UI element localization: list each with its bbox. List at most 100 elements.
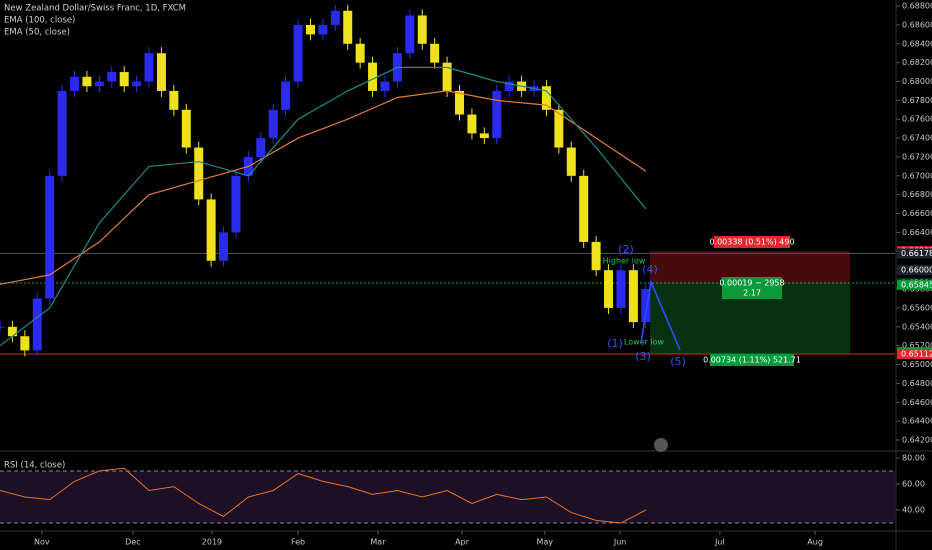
x-tick-label: Feb <box>291 538 305 547</box>
rsi-title: RSI (14, close) <box>4 461 65 471</box>
candle <box>430 43 440 63</box>
legend-entry: EMA (50, close) <box>4 28 70 38</box>
candle <box>94 81 104 87</box>
candle <box>455 90 465 115</box>
y-tick-label: 0.68000 <box>902 77 932 86</box>
y-tick-label: 0.64800 <box>902 379 932 388</box>
candle <box>194 147 204 200</box>
x-tick-label: Mar <box>370 538 386 547</box>
position-label-box <box>710 354 794 366</box>
position-label: 0.00734 (1.11%) 521.71 <box>703 356 801 365</box>
candle <box>579 175 589 242</box>
candle <box>467 114 477 134</box>
candle <box>256 138 266 157</box>
y-tick-label: 0.68800 <box>902 2 932 11</box>
y-tick-label: 0.64400 <box>902 417 932 426</box>
candle <box>355 43 365 63</box>
price-tag-label: 0.65845 <box>901 280 932 289</box>
price-tag <box>897 348 932 359</box>
x-tick-label: Jun <box>613 538 627 547</box>
rsi-y-tick-label: 80.00 <box>902 453 925 462</box>
x-tick-label: May <box>537 538 554 547</box>
y-tick-label: 0.66800 <box>902 190 932 199</box>
candle <box>107 72 117 82</box>
ema-line <box>0 90 647 285</box>
rsi-band <box>0 470 895 523</box>
candle <box>119 72 129 87</box>
candle <box>318 24 328 35</box>
candle <box>305 24 315 35</box>
wave-label: (3) <box>635 350 651 363</box>
candle <box>281 81 291 110</box>
candle <box>604 270 614 308</box>
position-label: 0.00019 − 2958 <box>719 279 784 288</box>
candle <box>330 10 340 25</box>
candle <box>504 81 514 91</box>
candle <box>628 270 638 323</box>
candle <box>144 53 154 82</box>
y-tick-label: 0.68200 <box>902 58 932 67</box>
rsi-y-tick-label: 40.00 <box>902 505 925 514</box>
position-label: 2.17 <box>743 289 761 298</box>
y-tick-label: 0.68600 <box>902 20 932 29</box>
candle <box>479 133 489 139</box>
rsi-line <box>0 467 647 524</box>
price-tag-label: 0.65112 <box>901 349 932 358</box>
candle <box>405 15 415 54</box>
chart-title: New Zealand Dollar/Swiss Franc, 1D, FXCM <box>4 4 186 14</box>
wave-label: (5) <box>670 355 686 368</box>
price-tag <box>897 265 932 276</box>
y-tick-label: 0.67600 <box>902 115 932 124</box>
x-tick-label: Nov <box>34 538 50 547</box>
y-tick-label: 0.65200 <box>902 341 932 350</box>
y-tick-label: 0.67400 <box>902 134 932 143</box>
candle <box>156 53 166 91</box>
candle <box>7 326 17 337</box>
y-tick-label: 0.65000 <box>902 360 932 369</box>
candle <box>268 109 278 139</box>
y-tick-label: 0.66600 <box>902 209 932 218</box>
position-label-box <box>722 277 782 299</box>
y-tick-label: 0.64200 <box>902 436 932 445</box>
candle <box>343 10 353 44</box>
position-label: 0.00338 (0.51%) 490 <box>709 238 794 247</box>
candle <box>417 15 427 44</box>
candle <box>541 86 551 110</box>
candle <box>45 175 55 299</box>
price-tag <box>897 248 932 259</box>
candle <box>32 298 42 351</box>
x-tick-label: Aug <box>807 538 823 547</box>
candle <box>566 147 576 176</box>
candle <box>181 109 191 148</box>
candle <box>380 81 390 91</box>
candle <box>591 241 601 271</box>
candle <box>0 326 5 328</box>
price-tag-label: 0.66000 <box>901 266 932 275</box>
candle <box>616 270 626 308</box>
wave-note: Lower low <box>624 338 665 347</box>
candle <box>206 199 216 261</box>
wave-label: (2) <box>618 243 634 256</box>
candle <box>132 81 142 87</box>
wave-label: (4) <box>642 263 658 276</box>
wave-line <box>640 279 681 351</box>
candle <box>492 90 502 139</box>
candle <box>57 90 67 176</box>
front-layer: 0.64200 0.64400 0.64600 0.64800 0.65000 0.652… <box>34 2 932 547</box>
candle <box>442 62 452 91</box>
price-tag-label: 0.66178 <box>901 249 932 258</box>
candle <box>554 109 564 148</box>
position-label-box <box>714 236 790 248</box>
y-tick-label: 0.67800 <box>902 96 932 105</box>
wave-note: Higher low <box>603 257 646 266</box>
replay-icon <box>654 438 668 452</box>
x-tick-label: Jul <box>714 538 725 547</box>
candle <box>231 175 241 233</box>
candle <box>293 24 303 82</box>
ema-line <box>0 66 647 347</box>
marks-layer <box>0 4 651 524</box>
x-tick-label: Apr <box>455 538 470 547</box>
price-tag <box>897 279 932 290</box>
